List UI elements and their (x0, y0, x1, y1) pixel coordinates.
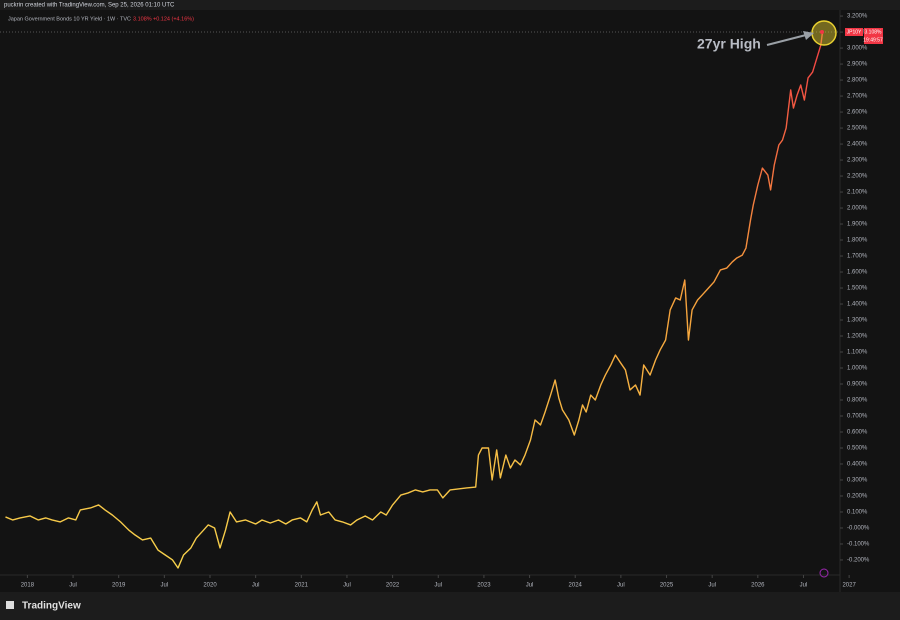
event-icon (819, 568, 829, 578)
y-tick-label: -0.200% (847, 558, 870, 564)
y-tick-label: 2.800% (847, 78, 868, 84)
legend-price: 3.108% (133, 16, 152, 22)
x-tick-label: Jul (708, 583, 716, 589)
y-tick-label: 1.300% (847, 318, 868, 324)
badge-symbol: JP10Y (847, 29, 862, 35)
x-tick-label: 2021 (295, 583, 309, 589)
y-tick-label: 2.700% (847, 94, 868, 100)
y-tick-label: 2.100% (847, 190, 868, 196)
y-tick-label: 0.800% (847, 398, 868, 404)
y-tick-label: -0.100% (847, 542, 870, 548)
x-tick-label: 2023 (477, 583, 491, 589)
last-dot (820, 30, 824, 34)
y-tick-label: 0.200% (847, 494, 868, 500)
chart-area (0, 10, 900, 592)
legend-change: +0.124 (+4.16%) (153, 16, 194, 22)
y-tick-label: 2.300% (847, 158, 868, 164)
y-tick-label: 2.500% (847, 126, 868, 132)
y-tick-label: 2.600% (847, 110, 868, 116)
y-tick-label: 1.500% (847, 286, 868, 292)
arrow-shaft (766, 34, 807, 46)
highlight-circle (811, 20, 837, 46)
x-tick-label: 2025 (660, 583, 674, 589)
caption: puckrin created with TradingView.com, Se… (4, 3, 175, 9)
x-tick-label: Jul (617, 583, 625, 589)
x-tick-label: Jul (800, 583, 808, 589)
y-tick-label: 0.100% (847, 510, 868, 516)
x-tick-label: 2022 (386, 583, 400, 589)
x-tick-label: 2027 (842, 583, 856, 589)
x-tick-label: Jul (69, 583, 77, 589)
y-tick-label: 2.400% (847, 142, 868, 148)
y-tick-label: -0.000% (847, 526, 870, 532)
x-tick-label: 2018 (21, 583, 35, 589)
x-tick-label: 2026 (751, 583, 765, 589)
y-tick-label: 0.700% (847, 414, 868, 420)
y-tick-label: 0.900% (847, 382, 868, 388)
y-tick-label: 1.600% (847, 270, 868, 276)
x-tick-label: Jul (434, 583, 442, 589)
y-tick-label: 1.900% (847, 222, 868, 228)
y-tick-label: 0.400% (847, 462, 868, 468)
legend-title: Japan Government Bonds 10 YR Yield · 1W … (8, 16, 131, 22)
annotation: 27yr High (697, 36, 761, 52)
plot: 3.200%3.100%3.000%2.900%2.800%2.700%2.60… (5, 14, 870, 589)
badge-price-bg (864, 28, 883, 44)
x-tick-label: 2019 (112, 583, 126, 589)
x-tick-label: Jul (343, 583, 351, 589)
arrow-head (803, 31, 814, 40)
y-tick-label: 2.200% (847, 174, 868, 180)
badge-symbol-bg (845, 28, 863, 36)
y-tick-label: 0.600% (847, 430, 868, 436)
y-tick-label: 2.000% (847, 206, 868, 212)
y-tick-label: 0.300% (847, 478, 868, 484)
badge-time: 19:49:57 (863, 37, 883, 43)
y-tick-label: 3.200% (847, 14, 868, 20)
y-tick-label: 1.800% (847, 238, 868, 244)
y-tick-label: 1.400% (847, 302, 868, 308)
logo: TradingView (6, 601, 81, 612)
badge-price: 3.108% (865, 29, 883, 35)
logo-mark (6, 601, 14, 609)
x-tick-label: Jul (526, 583, 534, 589)
x-tick-label: 2024 (569, 583, 583, 589)
y-tick-label: 1.100% (847, 350, 868, 356)
y-tick-label: 1.000% (847, 366, 868, 372)
x-tick-label: Jul (252, 583, 260, 589)
footer: TradingView (22, 601, 81, 612)
y-tick-label: 1.200% (847, 334, 868, 340)
x-tick-label: 2020 (203, 583, 217, 589)
y-tick-label: 1.700% (847, 254, 868, 260)
y-tick-label: 2.900% (847, 62, 868, 68)
x-tick-label: Jul (161, 583, 169, 589)
y-tick-label: 3.000% (847, 46, 868, 52)
series-line (5, 30, 824, 569)
y-tick-label: 0.500% (847, 446, 868, 452)
